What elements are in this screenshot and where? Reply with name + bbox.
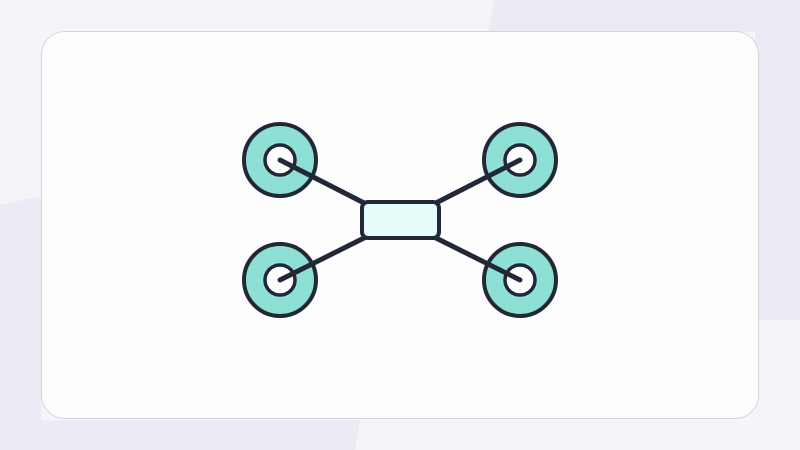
arm-bottom-left: [277, 233, 371, 283]
drone-body: [360, 200, 441, 240]
arm-bottom-right: [429, 233, 523, 283]
drone-arms: [277, 157, 523, 283]
arm-top-right: [429, 157, 523, 208]
arm-top-left: [277, 157, 371, 208]
background-shape-bottom-left: [0, 196, 360, 450]
